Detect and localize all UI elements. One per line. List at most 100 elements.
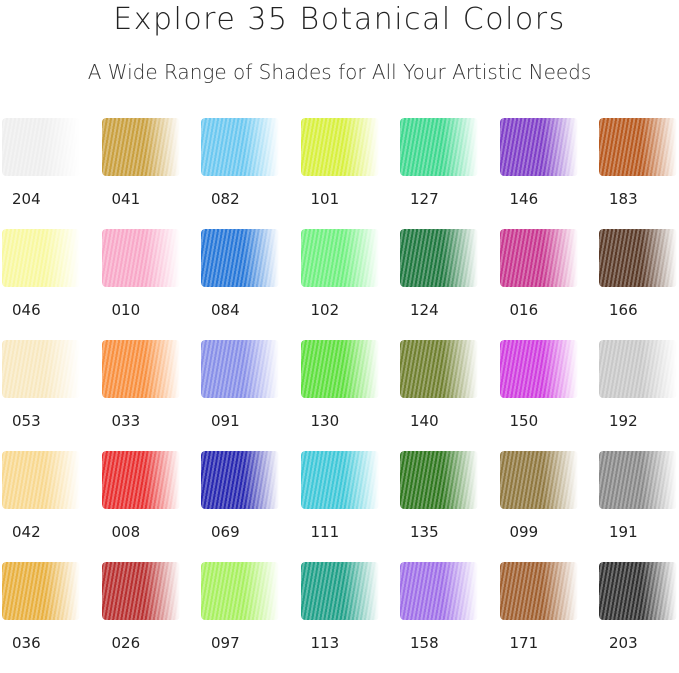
- color-swatch-grid: 204 041 082 101 127 146 183 046 010 084 102 124 016 1…: [0, 118, 679, 673]
- color-swatch-item: 101: [299, 118, 399, 229]
- color-swatch: [499, 229, 578, 287]
- color-code-label: 036: [12, 634, 41, 652]
- color-swatch-item: 010: [100, 229, 200, 340]
- color-code-label: 150: [509, 412, 539, 430]
- page-title: Explore 35 Botanical Colors: [113, 2, 566, 37]
- color-code-label: 140: [410, 412, 439, 430]
- color-swatch: [400, 118, 478, 176]
- color-code-label: 158: [410, 634, 439, 652]
- color-swatch: [300, 118, 379, 176]
- color-swatch-item: 036: [0, 562, 100, 673]
- color-swatch-item: 091: [199, 340, 299, 451]
- color-code-label: 192: [609, 412, 638, 430]
- color-code-label: 069: [211, 523, 240, 541]
- color-swatch: [599, 451, 677, 509]
- color-swatch-item: 127: [398, 118, 498, 229]
- color-swatch-item: 183: [597, 118, 679, 229]
- color-swatch: [499, 118, 578, 176]
- color-swatch-item: 140: [398, 340, 498, 451]
- color-swatch-item: 026: [100, 562, 200, 673]
- color-swatch-item: 135: [398, 451, 498, 562]
- color-swatch: [499, 340, 578, 398]
- color-swatch-item: 113: [299, 562, 399, 673]
- color-swatch: [101, 340, 180, 398]
- color-code-label: 124: [410, 301, 439, 319]
- color-code-label: 127: [410, 190, 439, 208]
- color-code-label: 041: [111, 190, 141, 208]
- color-swatch: [599, 340, 677, 398]
- color-swatch: [101, 229, 180, 287]
- color-swatch-item: 099: [498, 451, 598, 562]
- color-swatch: [2, 340, 80, 398]
- color-swatch-item: 097: [199, 562, 299, 673]
- color-code-label: 135: [410, 523, 439, 541]
- color-swatch-item: 166: [597, 229, 679, 340]
- color-swatch-item: 102: [299, 229, 399, 340]
- color-code-label: 101: [310, 190, 340, 208]
- page-subtitle: A Wide Range of Shades for All Your Arti…: [87, 60, 592, 84]
- color-swatch-item: 158: [398, 562, 498, 673]
- color-swatch: [400, 451, 478, 509]
- color-swatch: [499, 451, 578, 509]
- color-code-label: 091: [211, 412, 240, 430]
- color-swatch: [599, 562, 677, 620]
- color-code-label: 008: [111, 523, 141, 541]
- color-swatch-item: 204: [0, 118, 100, 229]
- color-swatch-item: 111: [299, 451, 399, 562]
- color-code-label: 053: [12, 412, 41, 430]
- color-swatch-item: 033: [100, 340, 200, 451]
- color-code-label: 097: [211, 634, 240, 652]
- color-swatch: [101, 118, 180, 176]
- color-swatch-item: 191: [597, 451, 679, 562]
- color-swatch-item: 053: [0, 340, 100, 451]
- color-swatch: [300, 229, 379, 287]
- color-code-label: 102: [310, 301, 340, 319]
- color-code-label: 204: [12, 190, 41, 208]
- color-swatch-item: 130: [299, 340, 399, 451]
- color-code-label: 042: [12, 523, 41, 541]
- color-code-label: 183: [609, 190, 638, 208]
- color-code-label: 016: [509, 301, 539, 319]
- color-code-label: 099: [509, 523, 539, 541]
- color-code-label: 171: [509, 634, 539, 652]
- color-swatch-item: 150: [498, 340, 598, 451]
- color-swatch: [2, 118, 80, 176]
- color-code-label: 084: [211, 301, 240, 319]
- color-code-label: 026: [111, 634, 141, 652]
- color-swatch: [499, 562, 578, 620]
- color-swatch-item: 084: [199, 229, 299, 340]
- color-swatch-item: 192: [597, 340, 679, 451]
- color-swatch: [101, 451, 180, 509]
- color-swatch: [400, 340, 478, 398]
- color-swatch: [2, 451, 80, 509]
- color-code-label: 046: [12, 301, 41, 319]
- color-swatch-item: 082: [199, 118, 299, 229]
- color-code-label: 146: [509, 190, 539, 208]
- color-swatch: [201, 451, 279, 509]
- color-swatch: [201, 562, 279, 620]
- color-swatch: [400, 229, 478, 287]
- color-swatch: [201, 118, 279, 176]
- color-swatch-item: 124: [398, 229, 498, 340]
- color-code-label: 082: [211, 190, 240, 208]
- color-swatch: [300, 562, 379, 620]
- color-swatch: [2, 229, 80, 287]
- color-code-label: 191: [609, 523, 638, 541]
- color-swatch: [599, 118, 677, 176]
- color-swatch: [101, 562, 180, 620]
- color-swatch-item: 016: [498, 229, 598, 340]
- color-swatch-item: 041: [100, 118, 200, 229]
- color-swatch: [300, 451, 379, 509]
- color-swatch-item: 046: [0, 229, 100, 340]
- color-swatch-item: 203: [597, 562, 679, 673]
- color-swatch-item: 008: [100, 451, 200, 562]
- color-code-label: 166: [609, 301, 638, 319]
- color-swatch: [2, 562, 80, 620]
- color-swatch-item: 042: [0, 451, 100, 562]
- color-swatch-item: 146: [498, 118, 598, 229]
- color-code-label: 033: [111, 412, 141, 430]
- color-swatch-item: 069: [199, 451, 299, 562]
- color-swatch: [599, 229, 677, 287]
- color-swatch: [201, 229, 279, 287]
- color-swatch: [300, 340, 379, 398]
